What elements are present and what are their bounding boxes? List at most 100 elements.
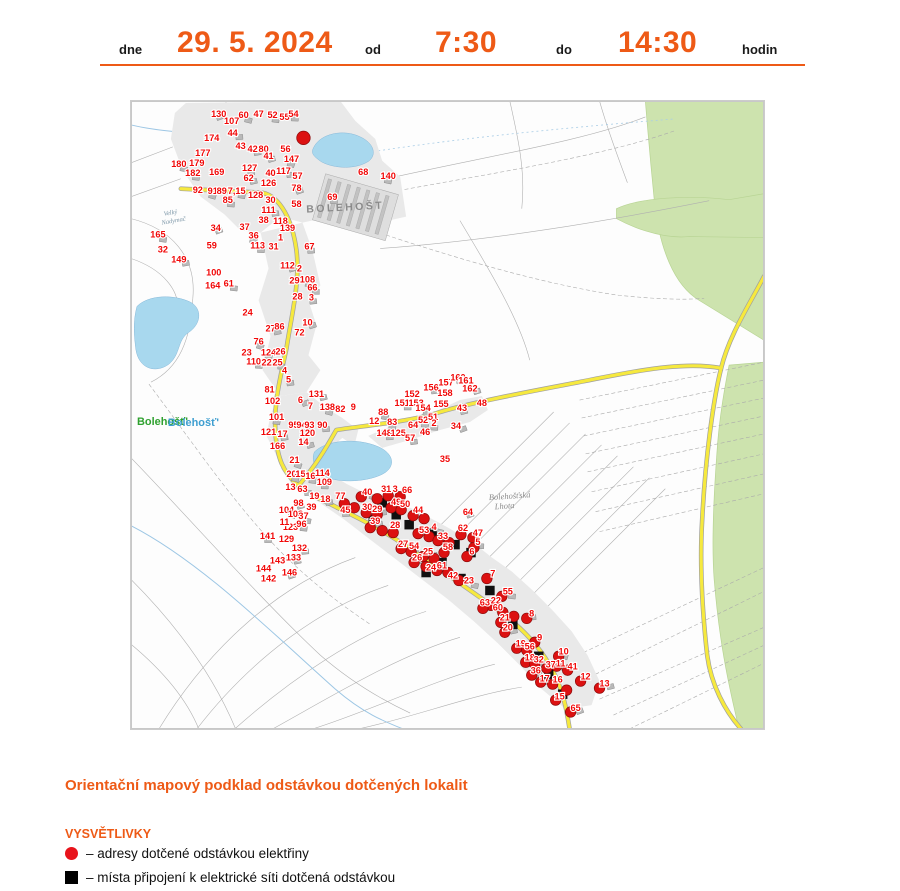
house-number-label: 28 bbox=[390, 520, 400, 530]
house-number-label: 41 bbox=[568, 661, 578, 671]
affected-address-marker bbox=[547, 678, 559, 690]
house-number-label: 117 bbox=[276, 166, 291, 176]
house-number-label: 40 bbox=[265, 168, 275, 178]
affected-address-marker bbox=[438, 546, 450, 559]
building bbox=[324, 408, 334, 416]
house-number-label: 62 bbox=[458, 523, 468, 533]
connection-point-marker bbox=[377, 498, 387, 508]
house-number-label: 51 bbox=[428, 412, 438, 422]
building bbox=[330, 198, 338, 204]
house-number-label: 19 bbox=[516, 638, 526, 648]
map-place-label: Bolehošť' bbox=[137, 416, 188, 428]
map-place-label: Nadymač bbox=[160, 215, 187, 227]
affected-address-marker bbox=[432, 534, 444, 547]
house-number-label: 3 bbox=[393, 484, 398, 494]
building bbox=[179, 165, 188, 173]
house-number-label: 142 bbox=[261, 574, 276, 584]
building bbox=[303, 426, 311, 433]
house-number-label: 77 bbox=[335, 491, 345, 501]
building bbox=[237, 192, 246, 200]
house-number-label: 68 bbox=[358, 167, 368, 177]
house-number-label: 11 bbox=[556, 658, 566, 668]
building bbox=[272, 418, 281, 426]
house-number-label: 86 bbox=[274, 321, 284, 331]
house-number-label: 24 bbox=[426, 563, 437, 573]
house-number-label: 156 bbox=[423, 382, 438, 392]
house-number-label: 56 bbox=[280, 144, 290, 154]
house-number-label: 83 bbox=[387, 417, 397, 427]
orange-divider bbox=[100, 64, 805, 66]
affected-address-marker bbox=[551, 660, 563, 672]
house-number-label: 25 bbox=[423, 547, 433, 557]
house-number-label: 180 bbox=[171, 159, 186, 169]
house-number-label: 107 bbox=[224, 116, 239, 126]
house-number-label: 64 bbox=[463, 507, 474, 517]
connection-point-marker bbox=[437, 557, 447, 568]
affected-address-marker bbox=[477, 602, 489, 615]
building bbox=[291, 115, 299, 122]
affected-address-marker bbox=[442, 566, 454, 579]
outage-time-from: 7:30 bbox=[435, 26, 498, 59]
building bbox=[287, 511, 297, 519]
house-number-label: 155 bbox=[433, 399, 448, 409]
building bbox=[422, 409, 432, 417]
house-number-label: 76 bbox=[254, 336, 264, 346]
building bbox=[309, 298, 318, 305]
house-number-label: 151 bbox=[395, 398, 410, 408]
building bbox=[420, 421, 430, 429]
house-number-label: 130 bbox=[211, 109, 226, 119]
house-number-label: 13 bbox=[285, 482, 295, 492]
house-number-label: 21 bbox=[289, 455, 299, 465]
house-number-label: 28 bbox=[292, 292, 302, 302]
legend-item-label: – adresy dotčené odstávkou elektřiny bbox=[86, 845, 309, 861]
house-number-label: 50 bbox=[400, 499, 410, 509]
house-number-label: 82 bbox=[335, 404, 345, 414]
house-number-label: 31 bbox=[381, 484, 391, 494]
connection-point-marker bbox=[485, 585, 495, 596]
house-number-label: 112 bbox=[280, 261, 295, 271]
house-number-label: 52 bbox=[267, 110, 277, 120]
house-number-label: 126 bbox=[261, 178, 276, 188]
building bbox=[459, 408, 469, 416]
house-number-label: 158 bbox=[437, 388, 452, 398]
house-number-label: 161 bbox=[458, 375, 473, 385]
building bbox=[385, 434, 394, 441]
house-number-label: 62 bbox=[244, 173, 254, 183]
building bbox=[235, 134, 244, 141]
map-place-label: Bolehošť' bbox=[168, 417, 219, 429]
building bbox=[215, 113, 225, 121]
house-number-label: 9 bbox=[537, 632, 542, 642]
house-number-label: 128 bbox=[248, 190, 263, 200]
house-number-label: 36 bbox=[249, 231, 259, 241]
building bbox=[249, 237, 258, 245]
house-number-label: 121 bbox=[261, 427, 276, 437]
house-number-label: 148 bbox=[377, 428, 392, 438]
house-number-label: 7 bbox=[490, 569, 495, 579]
building bbox=[181, 260, 190, 267]
house-number-label: 138 bbox=[320, 402, 335, 412]
building bbox=[214, 226, 224, 235]
house-number-label: 96 bbox=[296, 519, 306, 529]
house-number-label: 120 bbox=[300, 428, 315, 438]
building bbox=[321, 483, 329, 490]
house-number-label: 55 bbox=[503, 587, 513, 597]
house-number-label: 164 bbox=[205, 281, 221, 291]
house-number-label: 94 bbox=[296, 420, 307, 430]
house-number-label: 66 bbox=[402, 485, 412, 495]
house-number-label: 147 bbox=[284, 154, 299, 164]
house-number-label: 66 bbox=[307, 283, 317, 293]
house-number-label: 55 bbox=[279, 112, 289, 122]
affected-address-marker bbox=[407, 510, 419, 522]
house-number-label: 88 bbox=[378, 407, 388, 417]
house-number-label: 56 bbox=[525, 641, 535, 651]
black-square-symbol bbox=[65, 870, 78, 884]
building bbox=[312, 289, 320, 295]
house-number-label: 24 bbox=[243, 308, 254, 318]
affected-address-marker bbox=[521, 612, 533, 624]
house-number-label: 127 bbox=[242, 163, 257, 173]
legend-item-label: – místa připojení k elektrické síti dotč… bbox=[86, 869, 396, 885]
house-number-label: 98 bbox=[293, 498, 303, 508]
map-place-label: Velký bbox=[163, 209, 178, 218]
building bbox=[342, 511, 350, 517]
